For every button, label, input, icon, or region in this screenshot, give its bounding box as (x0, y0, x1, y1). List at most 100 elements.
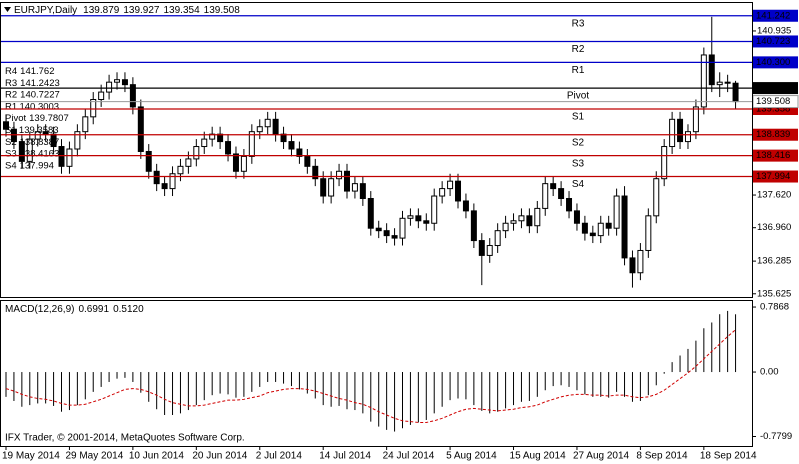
level-legend-value: 141.762 (20, 66, 54, 77)
candle-body (581, 222, 588, 234)
x-tick-label: 14 Jul 2014 (319, 451, 371, 462)
candle-body (367, 198, 374, 229)
level-legend: R1 140.3003 (5, 101, 59, 112)
header-low: 139.354 (163, 5, 200, 16)
candle-body (462, 200, 469, 212)
level-legend: S4 137.994 (5, 160, 54, 171)
candle-body (185, 158, 192, 167)
y-tick-label: 136.285 (757, 256, 791, 267)
level-legend-name: R3 (5, 77, 17, 88)
candle-body (716, 81, 723, 86)
level-name: S1 (572, 112, 585, 123)
candle-body (201, 138, 208, 148)
menu-icon (4, 7, 11, 12)
candle-body (423, 220, 430, 224)
candle-body (320, 178, 327, 197)
candle-body (486, 245, 493, 256)
candle-body (613, 195, 620, 229)
x-tick-label: 24 Jul 2014 (383, 451, 435, 462)
x-tick-label: 27 Aug 2014 (573, 451, 630, 462)
y-tick-label: 136.960 (757, 222, 791, 233)
x-tick-label: 5 Aug 2014 (446, 451, 497, 462)
candle-body (98, 91, 105, 101)
level-legend-name: R2 (5, 89, 17, 100)
candle-body (312, 165, 319, 180)
candle-body (502, 222, 509, 232)
candle-body (645, 215, 652, 251)
level-name: Pivot (567, 91, 589, 102)
header-open: 139.879 (83, 5, 120, 16)
macd-frame (0, 300, 753, 447)
candle-body (566, 198, 573, 212)
macd-title: MACD(12,26,9) (5, 304, 74, 315)
y-tick-label: 0.00 (760, 367, 779, 378)
candle-body (478, 240, 485, 256)
candle-body (439, 188, 446, 197)
candle-body (407, 215, 414, 219)
level-price-box (753, 170, 798, 183)
level-legend-value: 138.8387 (20, 136, 60, 147)
candle-body (724, 81, 731, 84)
y-tick-label: -0.7799 (760, 431, 792, 442)
candle-body (510, 220, 517, 224)
candle-body (328, 178, 335, 197)
candle-body (605, 222, 612, 229)
level-name: S4 (572, 179, 585, 190)
copyright: IFX Trader, © 2001-2014, MetaQuotes Soft… (5, 433, 245, 444)
candle-body (351, 183, 358, 192)
candle-body (145, 150, 152, 172)
x-tick-label: 29 May 2014 (65, 451, 123, 462)
candle-body (74, 131, 81, 150)
level-legend-value: 141.2423 (20, 77, 60, 88)
signal-line (5, 329, 736, 423)
level-legend-value: 140.3003 (19, 101, 59, 112)
macd-value: 0.6991 (78, 304, 109, 315)
candle-body (431, 195, 438, 224)
bid-label: 139.508 (756, 96, 790, 107)
level-legend-name: S1 (5, 125, 16, 136)
candle-body (684, 131, 691, 143)
level-price-box (753, 149, 798, 162)
candle-body (653, 178, 660, 217)
x-tick-label: 20 Jun 2014 (192, 451, 247, 462)
x-tick-label: 15 Aug 2014 (510, 451, 567, 462)
level-legend-name: Pivot (5, 113, 26, 124)
main-frame (0, 2, 753, 298)
candle-body (343, 170, 350, 192)
candle-body (264, 118, 271, 128)
candle-body (296, 148, 303, 157)
candle-body (193, 146, 200, 160)
candle-body (240, 155, 247, 172)
candle-body (82, 116, 89, 133)
signal-value: 0.5120 (113, 304, 144, 315)
candle-body (106, 81, 113, 93)
candle-body (10, 128, 17, 143)
level-price-label: 138.839 (756, 129, 790, 140)
candle-body (359, 183, 366, 200)
level-legend: R4 141.762 (5, 66, 55, 77)
candle-body (677, 118, 684, 143)
candle-body (26, 138, 33, 162)
candle-body (58, 146, 65, 167)
main-header: EURJPY,Daily 139.879 139.927 139.354 139.508 (14, 5, 240, 16)
candle-body (391, 235, 398, 239)
level-price-box (753, 128, 798, 141)
candle-body (288, 141, 295, 150)
level-legend-name: S3 (5, 148, 17, 159)
level-legend: S2 138.8387 (5, 136, 59, 147)
level-legend-name: R4 (5, 66, 17, 77)
level-price-label: 140.300 (756, 57, 790, 68)
level-name: S2 (572, 137, 585, 148)
y-tick-label: 140.935 (757, 25, 791, 36)
candle-body (177, 165, 184, 175)
candle-body (542, 183, 549, 209)
candle-body (121, 79, 128, 86)
level-price-label: 137.994 (756, 171, 790, 182)
candle-body (248, 131, 255, 157)
candle-body (534, 207, 541, 227)
level-price-label: 141.242 (756, 10, 790, 21)
level-price-box (753, 56, 798, 69)
candle-body (272, 118, 279, 135)
y-tick-label: 137.620 (757, 190, 791, 201)
